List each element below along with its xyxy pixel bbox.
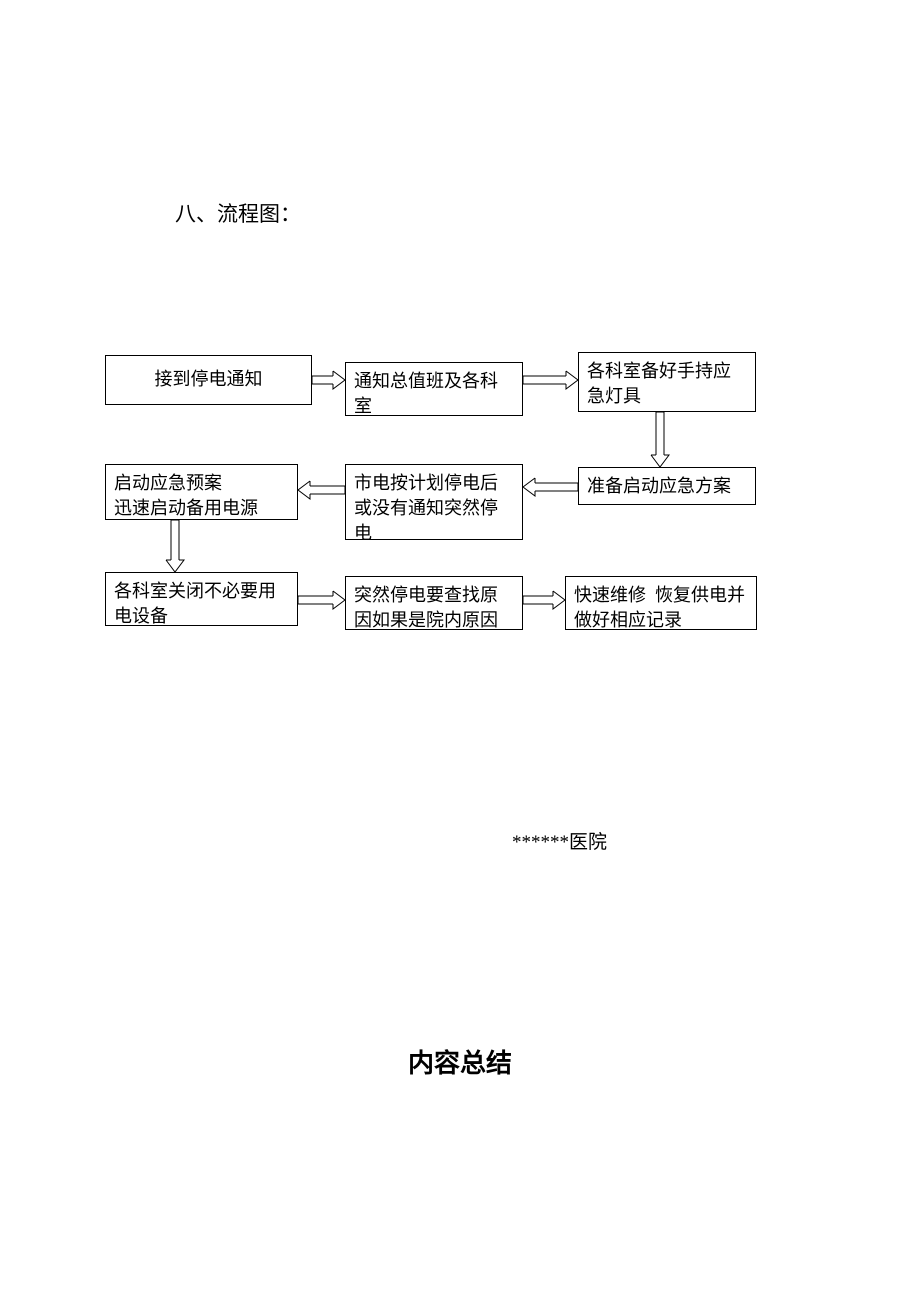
flowchart-node-n6: 启动应急预案 迅速启动备用电源 [105,464,298,520]
flowchart-node-n7: 各科室关闭不必要用电设备 [105,572,298,626]
arrow-n7-n8 [298,591,345,609]
summary-title: 内容总结 [0,1043,920,1080]
flowchart-container: 接到停电通知通知总值班及各科室 各科室备好手持应急灯具准备启动应急方案 市电按计划停… [0,0,920,700]
flowchart-node-n1: 接到停电通知 [105,355,312,405]
flowchart-node-n4: 准备启动应急方案 [578,467,756,505]
flowchart-node-n3: 各科室备好手持应急灯具 [578,352,756,412]
flowchart-node-n9: 快速维修 恢复供电并做好相应记录 [565,576,757,630]
flowchart-node-n5: 市电按计划停电后或没有通知突然停电 [345,464,523,540]
arrow-n1-n2 [312,371,345,389]
flowchart-node-n8: 突然停电要查找原因如果是院内原因 [345,576,523,630]
arrow-n6-n7 [166,520,184,572]
arrow-n8-n9 [523,591,565,609]
flowchart-node-n2: 通知总值班及各科室 [345,362,523,416]
arrow-n4-n5 [523,478,578,496]
arrow-n5-n6 [298,481,345,499]
arrow-n3-n4 [651,412,669,467]
arrow-n2-n3 [523,371,578,389]
signature-text: ******医院 [512,827,607,854]
